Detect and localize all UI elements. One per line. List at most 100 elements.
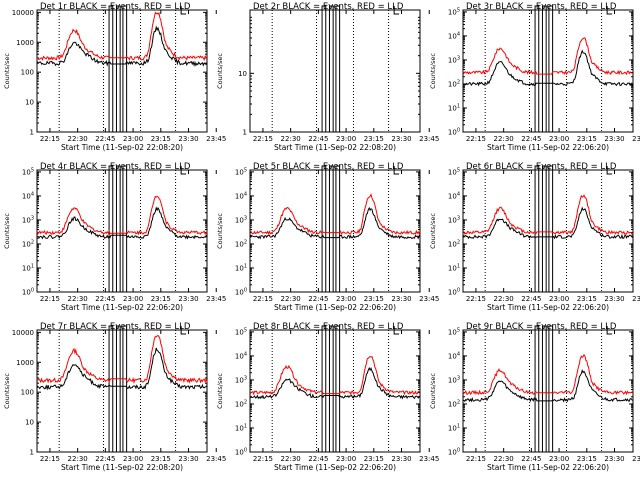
x-tick-label: 22:30 [494,135,514,143]
y-tick-label: 103 [235,375,247,384]
y-tick-label: 100 [21,389,34,397]
data-gap-marker [108,5,114,133]
y-tick-exponent: 5 [457,167,460,173]
chart-title: Det 1r BLACK = Events, RED = LLD [40,2,191,12]
x-tick-label: 23:45 [632,135,640,143]
lld-series-line [36,334,208,385]
attenuator-marker [180,6,187,15]
chart-title: Det 3r BLACK = Events, RED = LLD [466,2,617,12]
chart-panel-2r: Det 2r BLACK = Events, RED = LLD 1 10 Count… [216,2,439,152]
y-tick-label: 103 [235,215,247,224]
y-tick-label: 104 [448,351,460,360]
data-gap-marker [534,5,540,133]
x-tick-label: 22:15 [253,135,273,143]
x-tick-label: 23:45 [206,455,226,463]
y-tick-exponent: 0 [457,448,460,454]
x-tick-label: 22:30 [494,455,514,463]
data-gap-marker [548,5,554,133]
data-gap-marker [321,5,327,133]
plot-frame [462,9,634,133]
data-gap-marker [108,325,114,453]
x-tick-label: 22:45 [521,135,541,143]
y-tick-exponent: 5 [31,167,34,173]
x-tick-label: 22:45 [95,295,115,303]
x-tick-label: 23:15 [577,135,597,143]
events-series-line [249,206,421,240]
x-tick-label: 23:30 [604,135,624,143]
y-tick-label: 101 [235,263,247,272]
y-tick-label: 105 [448,327,460,336]
x-tick-label: 23:15 [364,135,384,143]
x-tick-label: 23:45 [419,455,439,463]
x-tick-label: 22:45 [521,455,541,463]
y-tick-exponent: 5 [457,327,460,333]
lld-series-line [249,193,421,235]
y-tick-exponent: 0 [31,288,34,294]
data-gap-marker [335,5,341,133]
attenuator-marker [393,6,400,15]
chart-panel-1r: Det 1r BLACK = Events, RED = LLD 1 10 100 10… [3,2,226,152]
y-tick-label: 104 [235,351,247,360]
y-tick-label: 104 [22,191,34,200]
data-gap-marker [122,325,128,453]
x-tick-label: 22:45 [95,455,115,463]
y-tick-label: 100 [448,288,460,297]
x-tick-label: 23:00 [549,455,569,463]
chart-title: Det 7r BLACK = Events, RED = LLD [40,322,191,332]
x-tick-label: 23:30 [391,135,411,143]
x-axis-label: Start Time (11-Sep-02 22:08:20) [274,143,396,152]
y-tick-exponent: 0 [457,128,460,134]
y-tick-exponent: 4 [457,191,460,197]
y-tick-label: 102 [235,399,247,408]
y-tick-label: 100 [448,128,460,137]
data-gap-marker [321,165,327,293]
events-series-line [36,25,208,67]
y-tick-exponent: 4 [457,351,460,357]
y-tick-exponent: 4 [244,191,247,197]
y-tick-exponent: 3 [244,215,247,221]
x-tick-label: 23:00 [549,295,569,303]
y-tick-exponent: 4 [31,191,34,197]
data-gap-marker [108,165,114,293]
attenuator-marker [606,326,613,335]
x-tick-label: 23:45 [206,295,226,303]
x-tick-label: 22:30 [281,295,301,303]
chart-panel-7r: Det 7r BLACK = Events, RED = LLD 1 10 100 10… [3,322,226,472]
x-tick-label: 23:45 [419,135,439,143]
y-tick-exponent: 1 [244,263,247,269]
y-tick-label: 100 [21,69,34,77]
y-tick-label: 104 [448,191,460,200]
y-tick-label: 103 [448,215,460,224]
y-tick-label: 102 [448,399,460,408]
chart-panel-8r: Det 8r BLACK = Events, RED = LLD10010110… [216,322,439,472]
x-tick-label: 22:15 [253,455,273,463]
events-series-line [463,369,634,403]
x-tick-label: 23:45 [632,455,640,463]
y-tick-label: 105 [235,327,247,336]
x-tick-label: 23:00 [123,455,143,463]
y-tick-exponent: 5 [457,7,460,13]
plot-frame [462,329,634,453]
plot-frame [462,169,634,293]
x-tick-label: 23:00 [123,135,143,143]
x-tick-label: 23:30 [604,295,624,303]
data-gap-marker [328,325,334,453]
y-tick-label: 10000 [12,9,34,17]
data-gap-marker [115,325,121,453]
plot-frame [36,329,208,453]
y-tick-label: 104 [235,191,247,200]
chart-panel-4r: Det 4r BLACK = Events, RED = LLD10010110… [3,162,226,312]
x-axis-label: Start Time (11-Sep-02 22:06:20) [61,303,183,312]
attenuator-marker [393,166,400,175]
x-tick-label: 23:15 [151,135,171,143]
y-tick-label: 101 [235,423,247,432]
data-gap-marker [335,165,341,293]
x-axis-label: Start Time (11-Sep-02 22:06:20) [487,463,609,472]
chart-title: Det 9r BLACK = Events, RED = LLD [466,322,617,332]
x-tick-label: 22:15 [40,135,60,143]
y-axis-label: Counts/sec [429,213,437,249]
chart-title: Det 6r BLACK = Events, RED = LLD [466,162,617,172]
x-tick-label: 23:00 [336,455,356,463]
y-tick-exponent: 3 [457,375,460,381]
y-tick-exponent: 3 [457,215,460,221]
